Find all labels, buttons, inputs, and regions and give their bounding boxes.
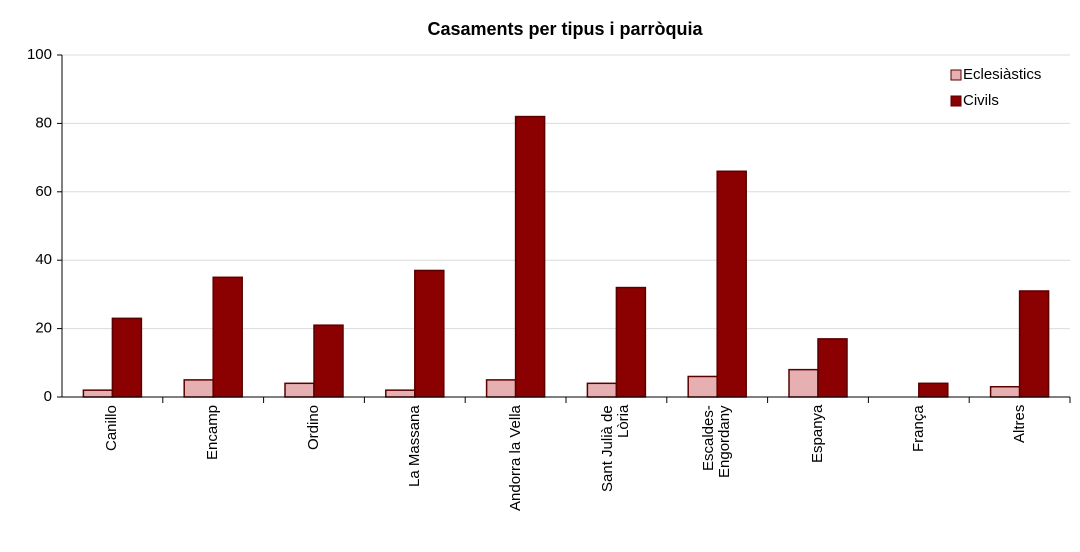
bar — [485, 379, 517, 398]
x-tick-label: Andorra la Vella — [506, 405, 524, 511]
y-tick-label: 0 — [44, 388, 52, 405]
bar — [716, 170, 747, 398]
x-tick-label: Canillo — [103, 405, 121, 451]
bar — [111, 317, 143, 398]
x-tick-label: Ordino — [305, 405, 322, 451]
bar — [183, 379, 214, 398]
bar — [414, 269, 445, 398]
legend-swatch — [950, 69, 962, 81]
bar — [385, 389, 416, 398]
legend-label: Civils — [963, 92, 999, 109]
x-tick-label: França — [909, 405, 927, 452]
x-tick-label: Espanya — [809, 405, 826, 464]
bar — [788, 368, 819, 398]
x-tick-label: Sant Julià de Lòria — [599, 405, 633, 492]
y-tick-label: 40 — [35, 251, 52, 268]
bar — [989, 385, 1021, 398]
y-tick-label: 100 — [27, 46, 52, 63]
y-tick-label: 80 — [35, 114, 52, 131]
x-tick-label: Altres — [1010, 405, 1028, 444]
bar — [313, 324, 344, 398]
y-tick-label: 60 — [35, 183, 52, 200]
x-tick-label: Encamp — [204, 405, 222, 461]
legend-swatch — [950, 95, 962, 107]
y-tick-label: 20 — [35, 320, 52, 337]
x-tick-label: Escaldes- Engordany — [700, 405, 734, 478]
bar — [918, 382, 949, 398]
bar — [586, 382, 618, 398]
bar — [284, 382, 315, 398]
bar — [82, 389, 114, 398]
bar — [212, 276, 243, 398]
bar — [615, 286, 647, 398]
legend-label: Eclesiàstics — [963, 66, 1041, 83]
bar — [817, 338, 848, 398]
bar — [1018, 290, 1050, 398]
chart-title: Casaments per tipus i parròquia — [427, 19, 703, 39]
x-tick-label: La Massana — [405, 405, 423, 487]
bar — [514, 115, 546, 398]
bar — [687, 375, 718, 398]
